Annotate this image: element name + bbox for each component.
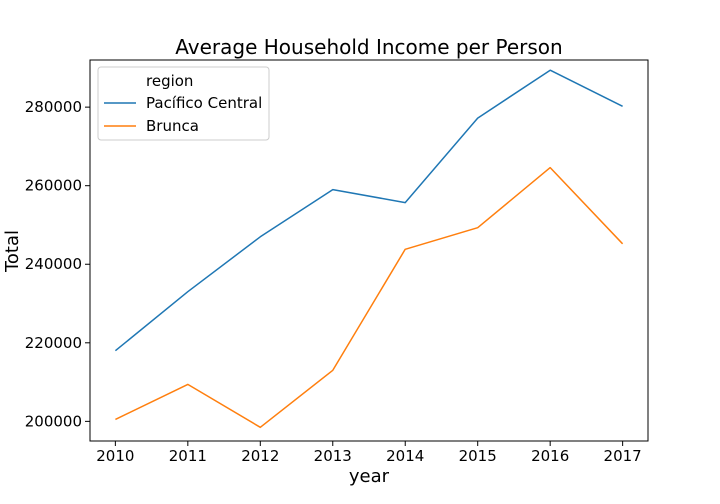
y-axis-label: Total — [2, 230, 23, 273]
legend-label-1: Pacífico Central — [146, 94, 262, 112]
legend-label-2: Brunca — [146, 117, 199, 135]
x-tick-label: 2014 — [386, 447, 424, 465]
series-line-1 — [114, 69, 623, 352]
y-tick-label: 220000 — [25, 334, 82, 352]
legend: region Pacífico Central Brunca — [97, 66, 270, 141]
y-tick-label: 240000 — [25, 255, 82, 273]
y-tick-label: 280000 — [25, 98, 82, 116]
y-tick-label: 260000 — [25, 177, 82, 195]
x-tick-label: 2011 — [169, 447, 207, 465]
legend-box — [97, 66, 270, 141]
axes-frame — [89, 59, 649, 442]
x-tick-label: 2017 — [604, 447, 642, 465]
chart-title: Average Household Income per Person — [175, 35, 562, 59]
plot-area: 2010 2011 2012 2013 2014 2015 2016 2017 200000 22… — [25, 59, 649, 465]
series-line-2 — [115, 166, 624, 429]
x-tick-label: 2016 — [531, 447, 569, 465]
x-tick-label: 2012 — [241, 447, 279, 465]
x-tick-label: 2015 — [459, 447, 497, 465]
x-tick-label: 2010 — [96, 447, 134, 465]
y-tick-label: 200000 — [25, 412, 82, 430]
x-tick-label: 2013 — [314, 447, 352, 465]
x-axis-label: year — [349, 466, 390, 487]
legend-title: region — [146, 72, 193, 90]
